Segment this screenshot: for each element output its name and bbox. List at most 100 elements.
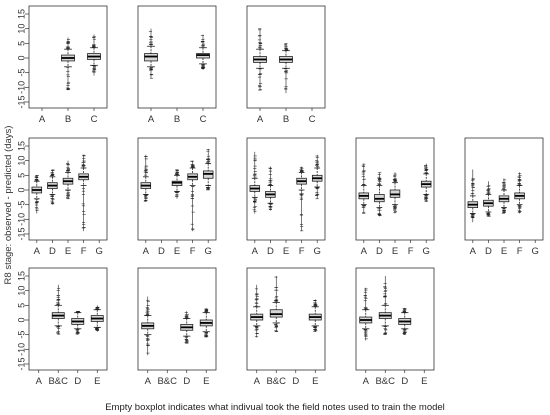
x-tick-label: F [81, 246, 87, 257]
x-tick-label: E [421, 376, 427, 387]
box-E [171, 169, 183, 199]
y-tick-label: 15 [16, 9, 26, 19]
box-G [202, 148, 214, 191]
x-tick-label: E [94, 376, 100, 387]
box-E [90, 305, 104, 332]
box-E [498, 178, 510, 214]
x-tick-label: B [174, 114, 180, 125]
box-G [420, 163, 432, 202]
box-A [141, 296, 155, 356]
x-tick-label: G [532, 246, 539, 257]
x-tick-label: A [257, 114, 264, 125]
box-A [253, 28, 267, 91]
box-F [514, 172, 525, 214]
x-tick-label: E [65, 246, 71, 257]
x-tick-label: D [49, 246, 56, 257]
panel: A B&C D E [246, 267, 326, 387]
box-D [483, 181, 494, 217]
panel: A B C [137, 5, 217, 125]
x-tick-label: B&C [266, 376, 286, 387]
box-A [358, 163, 370, 214]
box-D [374, 172, 385, 217]
panel: 15 10 5 0 -5 -10-15 A D E F G [16, 137, 108, 257]
x-tick-label: D [292, 376, 299, 387]
x-tick-label: B&C [375, 376, 395, 387]
x-tick-label: A [361, 246, 368, 257]
box-D [180, 311, 194, 344]
x-tick-label: F [299, 246, 305, 257]
box-E [199, 308, 213, 338]
x-tick-label: G [423, 246, 430, 257]
y-tick-label: -10 [16, 343, 26, 356]
y-tick-label: 5 [16, 303, 26, 308]
x-tick-label: C [91, 114, 98, 125]
x-tick-label: C [309, 114, 316, 125]
box-D [265, 166, 276, 211]
y-tick-label: 0 [16, 317, 26, 322]
x-tick-label: G [96, 246, 103, 257]
y-tick-label: 10 [16, 286, 26, 296]
x-tick-label: D [158, 246, 165, 257]
x-tick-label: A [34, 246, 41, 257]
box-C [87, 34, 101, 76]
box-A [140, 154, 152, 202]
x-tick-label: G [205, 246, 212, 257]
y-tick-label: 0 [16, 187, 26, 192]
box-B [279, 43, 293, 94]
box-E [308, 299, 322, 332]
y-tick-label: -10 [16, 213, 26, 226]
x-tick-label: A [470, 246, 477, 257]
x-tick-label: E [174, 246, 180, 257]
box-D [398, 308, 412, 335]
y-tick-label: 10 [16, 156, 26, 166]
box-E [389, 172, 401, 214]
box-B&C [378, 276, 392, 335]
box-B&C [269, 276, 283, 332]
x-tick-label: D [74, 376, 81, 387]
x-tick-label: E [501, 246, 507, 257]
box-B [61, 37, 75, 91]
box-E [62, 160, 74, 200]
y-tick-label: 10 [16, 24, 26, 34]
y-tick-label: -15 [16, 227, 26, 240]
box-F [187, 160, 198, 232]
box-B&C [51, 284, 65, 335]
y-tick-label: 5 [16, 173, 26, 178]
x-tick-label: A [143, 246, 150, 257]
y-tick-label: -5 [16, 69, 26, 77]
x-tick-label: B [65, 114, 71, 125]
y-tick-label: -5 [16, 201, 26, 209]
x-tick-label: C [200, 114, 207, 125]
x-tick-label: A [148, 114, 155, 125]
x-tick-label: E [392, 246, 398, 257]
x-tick-label: A [39, 114, 46, 125]
y-tick-label: -15 [16, 357, 26, 370]
box-A [467, 169, 479, 223]
x-tick-label: B&C [157, 376, 177, 387]
y-tick-label: 5 [16, 41, 26, 46]
figure-caption: Empty boxplot indicates what indivual to… [105, 402, 445, 413]
box-A [249, 151, 261, 214]
box-A [359, 287, 373, 341]
x-tick-label: D [183, 376, 190, 387]
x-tick-label: B&C [48, 376, 68, 387]
x-tick-label: A [145, 376, 152, 387]
box-F [78, 154, 89, 232]
y-tick-label: -10 [16, 81, 26, 94]
x-tick-label: F [190, 246, 196, 257]
x-tick-label: D [401, 376, 408, 387]
x-tick-label: E [203, 376, 209, 387]
y-tick-label: 15 [16, 141, 26, 151]
x-tick-label: E [312, 376, 318, 387]
x-tick-label: B [283, 114, 289, 125]
y-tick-label: 0 [16, 55, 26, 60]
y-axis-label: R8 stage: observed - predicted (days) [3, 126, 14, 285]
x-tick-label: A [254, 376, 261, 387]
y-tick-label: 15 [16, 271, 26, 281]
box-A [250, 284, 264, 338]
